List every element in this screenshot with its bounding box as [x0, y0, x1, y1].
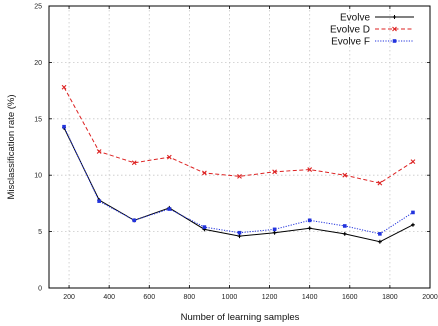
- series-line: [63, 127, 414, 243]
- data-point: [272, 227, 277, 232]
- y-tick-label: 10: [34, 173, 42, 180]
- series-evolve-f: [62, 124, 415, 236]
- data-point-dot: [238, 235, 241, 238]
- legend-label: Evolve F: [331, 37, 370, 48]
- data-point-b: [410, 159, 416, 165]
- data-point: [61, 84, 67, 90]
- data-point: [377, 239, 382, 244]
- series-evolve: [62, 125, 415, 244]
- legend-marker-dot: [393, 15, 396, 19]
- data-point: [96, 149, 102, 154]
- legend-marker: [392, 26, 397, 32]
- x-tick-label: 1400: [302, 294, 318, 301]
- legend-marker: [392, 15, 397, 19]
- x-tick-label: 1800: [382, 294, 398, 301]
- y-tick-label: 25: [34, 4, 42, 11]
- data-point: [342, 224, 347, 228]
- data-point: [342, 231, 347, 236]
- data-point-b: [342, 172, 348, 178]
- data-point-b: [377, 180, 383, 186]
- y-tick-label: 20: [34, 60, 42, 67]
- data-point: [202, 225, 207, 229]
- series-line: [63, 86, 414, 184]
- legend-label: Evolve: [340, 13, 370, 24]
- plot-frame: [48, 5, 431, 289]
- data-point-b: [272, 169, 277, 175]
- data-point: [237, 230, 242, 235]
- x-tick-label: 1600: [342, 294, 358, 301]
- data-point-dot: [308, 227, 311, 230]
- x-tick-label: 600: [143, 294, 155, 301]
- data-point: [272, 169, 277, 175]
- data-point: [202, 170, 207, 176]
- data-point-b: [96, 149, 102, 154]
- data-point: [166, 154, 172, 160]
- data-point: [272, 230, 277, 235]
- data-point-b: [166, 154, 172, 160]
- legend-label: Evolve D: [330, 25, 370, 36]
- data-point: [62, 124, 66, 129]
- series-line: [63, 126, 414, 235]
- data-point: [132, 218, 137, 223]
- x-axis-label: Number of learning samples: [181, 312, 300, 323]
- legend-item: Evolve: [340, 13, 414, 24]
- data-point-dot: [273, 231, 276, 234]
- y-tick-label: 5: [38, 229, 42, 236]
- data-point: [342, 172, 348, 178]
- x-tick-label: 2000: [422, 294, 438, 301]
- data-point: [377, 180, 383, 186]
- x-tick-label: 1000: [222, 294, 238, 301]
- series-group: [61, 84, 416, 244]
- data-point-dot: [343, 232, 346, 235]
- x-tick-label: 200: [63, 294, 75, 301]
- y-tick-label: 15: [34, 116, 42, 123]
- data-point-b: [202, 170, 207, 176]
- legend-marker-b: [392, 26, 397, 32]
- data-point: [237, 234, 242, 239]
- axis-ticks: 200 400 600 800 1000 1200 1400 1600 1800 2000 0 5 10…: [34, 4, 438, 302]
- x-tick-label: 800: [184, 294, 196, 301]
- data-point: [411, 210, 415, 215]
- data-point: [307, 167, 313, 172]
- data-point: [410, 159, 416, 165]
- y-axis-label: Misclassification rate (%): [6, 94, 17, 199]
- y-tick-label: 0: [38, 286, 42, 293]
- data-point: [237, 173, 242, 179]
- legend-marker: [392, 39, 397, 43]
- x-tick-label: 1200: [262, 294, 278, 301]
- data-point: [410, 222, 415, 227]
- data-point-dot: [411, 223, 415, 226]
- data-point-dot: [378, 240, 381, 243]
- data-point-b: [61, 84, 67, 90]
- data-point: [307, 218, 312, 223]
- legend-item: Evolve D: [330, 25, 414, 36]
- series-evolve-d: [61, 84, 416, 186]
- data-point: [167, 207, 172, 211]
- legend-item: Evolve F: [331, 37, 414, 48]
- data-point: [97, 199, 101, 203]
- data-point: [307, 226, 312, 231]
- data-point: [378, 232, 382, 236]
- grid-lines: [49, 6, 430, 288]
- data-point-b: [237, 173, 242, 179]
- data-point-b: [131, 160, 137, 166]
- x-tick-label: 400: [103, 294, 115, 301]
- data-point: [131, 160, 137, 166]
- data-point-b: [307, 167, 313, 172]
